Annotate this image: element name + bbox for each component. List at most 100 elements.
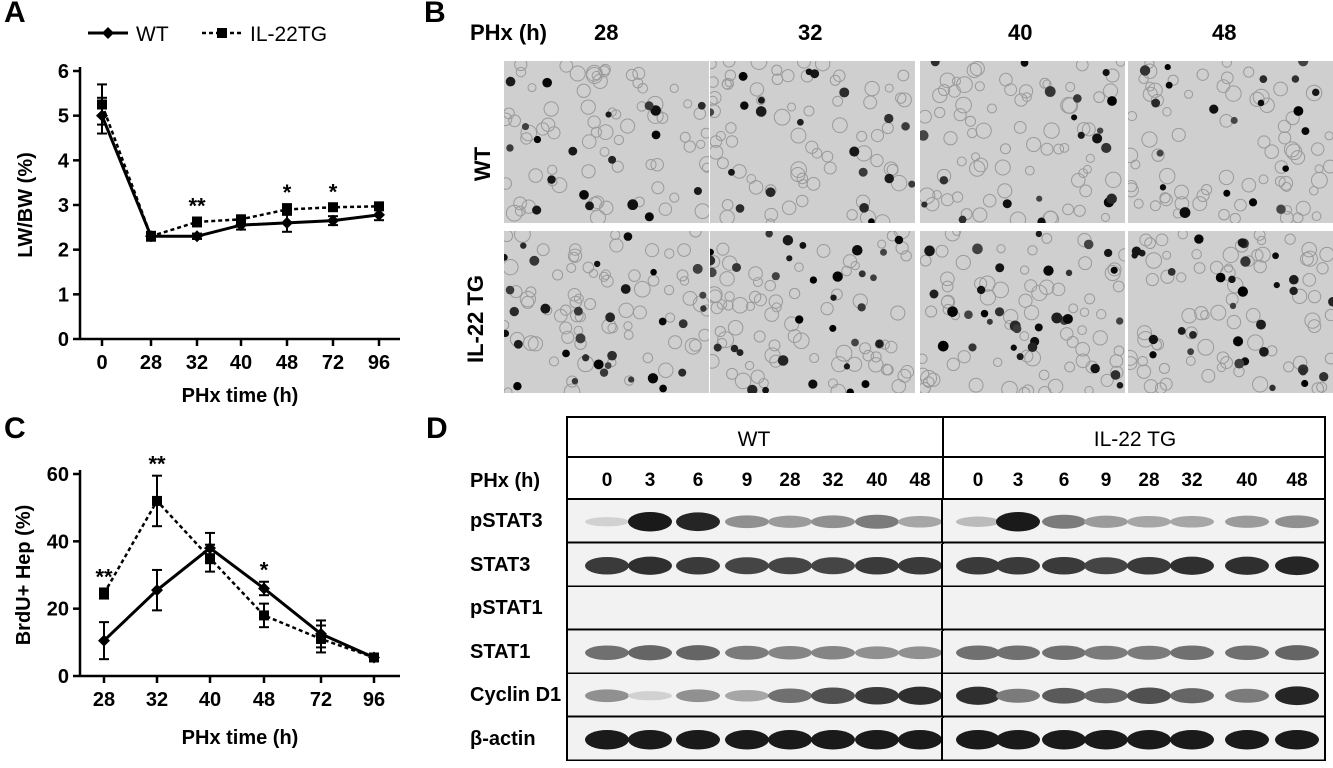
cell-outline (748, 266, 763, 281)
cell-outline (835, 344, 853, 362)
cell-outline (1310, 142, 1325, 156)
protein-band (1225, 515, 1269, 528)
protein-band (1225, 688, 1269, 703)
stained-nucleus (1116, 317, 1124, 325)
stained-nucleus (582, 354, 590, 362)
cell-outline (519, 291, 536, 308)
cell-outline (920, 381, 931, 393)
stained-nucleus (1189, 331, 1197, 339)
stained-nucleus (647, 373, 659, 384)
stained-nucleus (1035, 231, 1043, 238)
stained-nucleus (1012, 324, 1022, 334)
cell-outline (1279, 210, 1294, 223)
stained-nucleus (861, 380, 870, 389)
cell-outline (1301, 241, 1317, 258)
cell-outline (632, 66, 646, 80)
cell-outline (870, 153, 884, 168)
y-tick-label: 40 (47, 531, 69, 553)
stained-nucleus (1151, 98, 1161, 108)
cell-outline (1136, 325, 1153, 341)
data-point-il22tg (328, 202, 338, 213)
stained-nucleus (504, 253, 508, 261)
cell-outline (1018, 386, 1031, 393)
cell-outline (1247, 334, 1264, 351)
cell-outline (726, 367, 739, 380)
cell-outline (753, 293, 767, 307)
stained-nucleus (1299, 367, 1307, 376)
protein-band (1170, 644, 1214, 660)
y-tick-label: 0 (58, 329, 69, 351)
cell-outline (1194, 306, 1209, 321)
cell-outline (1041, 232, 1053, 244)
blot-strip (568, 500, 1324, 544)
cell-outline (926, 372, 941, 387)
cell-outline (1144, 237, 1156, 250)
stained-nucleus (1237, 238, 1247, 248)
blot-strip (568, 717, 1324, 761)
cell-outline (587, 115, 601, 129)
cell-outline (806, 177, 821, 191)
cell-outline (723, 300, 734, 311)
cell-outline (856, 130, 868, 142)
stained-nucleus (1139, 65, 1151, 76)
cell-outline (1078, 256, 1093, 271)
cell-outline (1273, 81, 1288, 97)
western-blot-lane-rule (566, 498, 1326, 500)
stained-nucleus (1073, 94, 1082, 103)
cell-outline (721, 199, 734, 211)
cell-outline (1128, 356, 1138, 371)
stained-nucleus (1328, 296, 1333, 307)
y-axis-label: LW/BW (%) (15, 152, 37, 258)
protein-band (1275, 644, 1319, 660)
stained-nucleus (765, 187, 776, 198)
data-point-il22tg (316, 633, 326, 644)
cell-outline (1310, 171, 1328, 189)
cell-outline (710, 90, 722, 105)
y-tick-label: 6 (58, 61, 69, 83)
stained-nucleus (1016, 353, 1024, 361)
stained-nucleus (1165, 81, 1173, 89)
stained-nucleus (920, 130, 929, 141)
cell-outline (1113, 345, 1125, 357)
stained-nucleus (939, 176, 949, 185)
stained-nucleus (858, 270, 866, 278)
stained-nucleus (585, 201, 594, 211)
cell-outline (701, 162, 709, 173)
cell-outline (1143, 379, 1159, 393)
cell-outline (1145, 81, 1156, 92)
stained-nucleus (533, 135, 542, 144)
cell-outline (994, 159, 1011, 176)
cell-outline (832, 69, 846, 83)
cell-outline (1096, 309, 1107, 320)
stained-nucleus (568, 146, 578, 156)
cell-outline (1196, 68, 1209, 81)
cell-outline (710, 61, 717, 70)
protein-band (956, 729, 1000, 749)
stained-nucleus (571, 377, 579, 385)
cell-outline (1104, 265, 1121, 282)
panel-c-chart: 0 20 40 60 28 32 40 48 72 96 PHx time (h) BrdU+ Hep… (13, 452, 400, 749)
cell-outline (1274, 175, 1286, 187)
y-tick-label: 1 (58, 284, 69, 306)
western-blot-header-rule (566, 456, 1326, 458)
cell-outline (520, 132, 533, 145)
cell-outline (1316, 262, 1329, 275)
cell-outline (859, 342, 872, 355)
cell-outline (1040, 142, 1054, 156)
stained-nucleus (738, 71, 748, 81)
protein-band (811, 729, 855, 749)
stained-nucleus (1228, 275, 1236, 284)
cell-outline (504, 112, 513, 127)
data-point-il22tg (282, 204, 292, 215)
stained-nucleus (1237, 286, 1249, 297)
lane-label: 0 (972, 470, 984, 491)
cell-outline (1079, 307, 1090, 318)
stained-nucleus (651, 130, 661, 140)
cell-outline (870, 128, 885, 143)
cell-outline (523, 335, 539, 351)
x-tick-label: 96 (363, 689, 385, 711)
stained-nucleus (713, 343, 722, 352)
stained-nucleus (875, 339, 884, 349)
protein-band (898, 729, 942, 749)
cell-outline (1073, 204, 1086, 217)
